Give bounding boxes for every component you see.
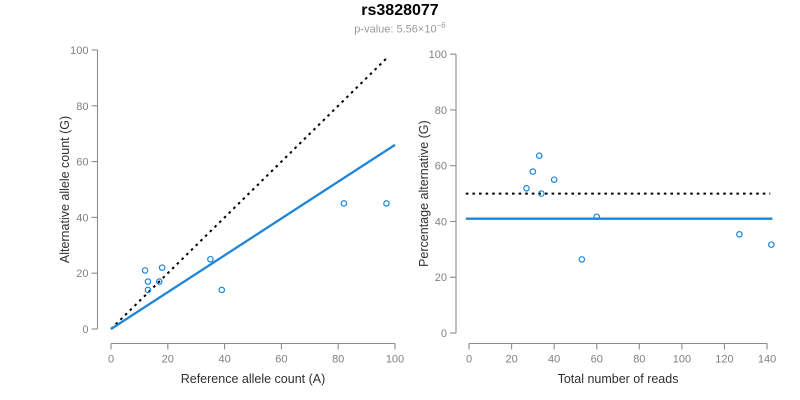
x-tick-label: 100 [673,354,691,366]
y-tick-label: 40 [76,212,88,224]
data-point [535,152,543,159]
data-point [593,213,601,221]
y-tick-label: 60 [76,157,88,169]
data-point [218,286,226,294]
x-tick-label: 20 [162,354,174,366]
y-tick-label: 100 [70,45,88,57]
y-tick-label: 80 [435,105,447,117]
x-tick-label: 40 [548,354,560,366]
x-tick-label: 80 [332,354,344,366]
identity-line [110,57,388,330]
left-plot: 0 20 40 60 80 100 0 20 40 60 80 100 Reference allele… [58,45,404,386]
x-tick-label: 140 [758,354,776,366]
data-point [340,200,348,207]
data-point [158,264,166,271]
data-point [144,278,152,285]
data-point [523,185,530,192]
x-tick-label: 60 [591,354,603,366]
x-axis-title: Reference allele count (A) [181,372,326,386]
data-point [578,256,586,263]
data-point [144,286,152,294]
p-value-subtitle: p-value: 5.56×10−6 [0,21,800,36]
y-axis-title: Alternative allele count (G) [58,116,72,263]
x-tick-label: 100 [386,354,404,366]
y-tick-label: 0 [82,324,88,336]
figure-header: rs3828077 p-value: 5.56×10−6 [0,2,800,36]
data-point [550,176,558,183]
trend-line [110,143,396,330]
right-plot: 0 20 40 60 80 100 0 20 40 60 80 100 120 140 Total numb… [417,49,776,386]
data-point [768,241,775,248]
y-tick-label: 20 [76,268,88,280]
figure-title: rs3828077 [361,2,439,19]
y-tick-label: 0 [441,328,447,340]
x-tick-label: 20 [505,354,517,366]
y-tick-label: 60 [435,161,447,173]
p-value-base: p-value: 5.56×10 [354,23,437,36]
x-axis-title: Total number of reads [558,372,679,386]
data-point [141,267,149,274]
y-tick-label: 100 [429,49,447,61]
x-tick-label: 0 [108,354,114,366]
x-tick-label: 120 [715,354,733,366]
x-tick-label: 0 [466,354,472,366]
data-point [529,168,537,175]
data-point [736,231,743,238]
y-tick-label: 80 [76,101,88,113]
y-tick-label: 20 [435,272,447,284]
data-point [207,255,214,263]
p-value-exponent: −6 [436,21,446,30]
data-point [155,278,163,285]
data-point [383,200,390,207]
x-tick-label: 80 [633,354,645,366]
x-tick-label: 60 [275,354,287,366]
data-point [538,190,545,197]
y-tick-label: 40 [435,216,447,228]
x-tick-label: 40 [218,354,230,366]
y-axis-title: Percentage alternative (G) [417,120,431,267]
